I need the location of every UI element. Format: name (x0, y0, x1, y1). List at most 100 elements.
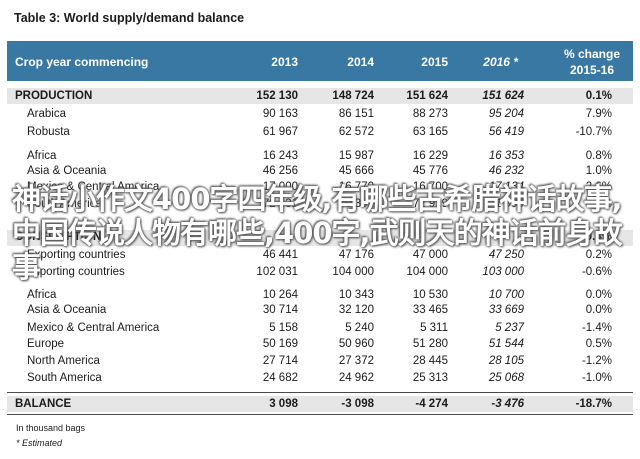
cell-value: 24 962 (338, 372, 374, 384)
header-year-2015: 2015 (421, 55, 448, 69)
cell-value: 47 250 (488, 249, 524, 261)
cell-value: 16 700 (412, 181, 448, 193)
cell-pct-change: 2.6% (585, 181, 612, 193)
cell-value: 46 441 (262, 249, 298, 261)
cell-value: 46 232 (488, 165, 524, 177)
header-label: Crop year commencing (15, 55, 149, 69)
cell-value: 71 906 (488, 198, 524, 210)
cell-value: 24 682 (262, 372, 298, 384)
table-row: North America 27 714 27 372 28 445 28 105 -1.… (7, 354, 633, 371)
row-label: North America (27, 355, 100, 367)
cell-value: 103 000 (482, 266, 524, 278)
header-year-2014: 2014 (347, 55, 374, 69)
cell-value: 30 714 (262, 304, 298, 316)
row-label: Europe (27, 338, 65, 350)
row-label: Exporting countries (27, 249, 126, 261)
cell-value: 90 163 (262, 108, 298, 120)
footnote-estimated: * Estimated (16, 438, 63, 448)
cell-pct-change: 0.8% (585, 150, 612, 162)
cell-value: 88 273 (412, 108, 448, 120)
cell-value: -3 098 (341, 398, 374, 410)
cell-pct-change: -0.6% (581, 266, 612, 278)
table-row: Asia & Oceania 46 256 45 666 45 776 46 232 1.… (7, 164, 633, 181)
table-row: Africa 10 264 10 343 10 530 10 700 0.0% (7, 288, 633, 305)
balance-divider (7, 392, 633, 393)
cell-value: 27 372 (338, 355, 374, 367)
cell-value: 32 120 (338, 304, 374, 316)
cell-value: 104 000 (406, 266, 448, 278)
header-year-2013: 2013 (271, 55, 298, 69)
cell-value: 10 530 (412, 289, 448, 301)
cell-pct-change: 1.0% (585, 165, 612, 177)
cell-pct-change: -1.4% (581, 322, 612, 334)
table-row: South America 24 682 24 962 25 313 25 068 -1.… (7, 371, 633, 388)
cell-value: 62 572 (338, 126, 374, 138)
cell-value: 10 700 (488, 289, 524, 301)
cell-value: 45 776 (412, 165, 448, 177)
cell-value: 5 237 (495, 322, 524, 334)
cell-pct-change: 0.0% (585, 289, 612, 301)
cell-pct-change: 0.2% (585, 249, 612, 261)
table-row: South America 72 631 70 301 72 919 71 906 7.9… (7, 197, 633, 214)
cell-value: 102 031 (256, 266, 298, 278)
row-label: Asia & Oceania (27, 304, 107, 316)
cell-pct-change: 0.5% (585, 338, 612, 350)
cell-value: 28 445 (412, 355, 448, 367)
table-row: Mexico & Central America 17 000 16 770 16 7… (7, 180, 633, 197)
cell-value: -3 476 (491, 398, 524, 410)
row-label: CONSUMPTION (15, 231, 102, 243)
cell-value: 16 770 (338, 181, 374, 193)
cell-value: 50 960 (338, 338, 374, 350)
table-row: PRODUCTION 152 130 148 724 151 624 151 624 0.… (7, 89, 633, 106)
table-row: Europe 50 169 50 960 51 280 51 544 0.5% (7, 337, 633, 354)
row-label: PRODUCTION (15, 90, 93, 102)
cell-value: 47 176 (338, 249, 374, 261)
row-label: Arabica (27, 108, 66, 120)
cell-pct-change: 7.9% (585, 198, 612, 210)
table-row: Robusta 61 967 62 572 63 165 56 419 -10.7% (7, 125, 633, 142)
cell-value: 16 243 (262, 150, 298, 162)
cell-value: 56 419 (488, 126, 524, 138)
cell-value: 5 158 (269, 322, 298, 334)
table-title: Table 3: World supply/demand balance (14, 11, 245, 25)
cell-value: 27 714 (262, 355, 298, 367)
cell-value: 16 353 (488, 150, 524, 162)
table-row: Arabica 90 163 86 151 88 273 95 204 7.9% (7, 107, 633, 124)
header-pct-change: % change 2015-16 (563, 47, 620, 77)
row-label: Asia & Oceania (27, 165, 107, 177)
balance-shade (7, 396, 633, 412)
cell-value: 51 280 (412, 338, 448, 350)
header-year-2016: 2016 * (483, 55, 518, 69)
cell-value: 72 631 (262, 198, 298, 210)
cell-pct-change: 0.0% (585, 304, 612, 316)
cell-pct-change: -0.4% (581, 231, 612, 243)
row-label: Africa (27, 289, 57, 301)
cell-value: 10 343 (338, 289, 374, 301)
cell-value: -4 274 (415, 398, 448, 410)
row-label: BALANCE (15, 398, 72, 410)
cell-value: 5 311 (420, 322, 448, 334)
table-row: Importing countries 102 031 104 000 104 000… (7, 265, 633, 282)
cell-value: 104 000 (332, 266, 374, 278)
table-header: Crop year commencing 2013 2014 2015 2016… (7, 41, 633, 81)
cell-value: 61 967 (262, 126, 298, 138)
row-label: Mexico & Central America (27, 322, 160, 334)
cell-pct-change: -10.7% (575, 126, 612, 138)
cell-value: 15 987 (338, 150, 374, 162)
cell-value: 5 240 (345, 322, 374, 334)
production-shade (7, 88, 633, 104)
cell-value: 25 068 (488, 372, 524, 384)
cell-pct-change: -18.7% (575, 398, 612, 410)
table-row: Mexico & Central America 5 158 5 240 5 311 5… (7, 321, 633, 338)
row-label: Robusta (27, 126, 70, 138)
row-label: Africa (27, 150, 57, 162)
table-row: Asia & Oceania 30 714 32 120 33 465 33 669 0.… (7, 303, 633, 320)
table-row: CONSUMPTION -0.4% (7, 230, 633, 247)
bottom-divider (7, 414, 633, 415)
cell-value: 10 264 (262, 289, 298, 301)
cell-value: 63 165 (412, 126, 448, 138)
cell-pct-change: 0.1% (585, 90, 612, 102)
cell-value: 16 229 (412, 150, 448, 162)
cell-value: 17 000 (262, 181, 298, 193)
cell-pct-change: -1.2% (581, 355, 612, 367)
